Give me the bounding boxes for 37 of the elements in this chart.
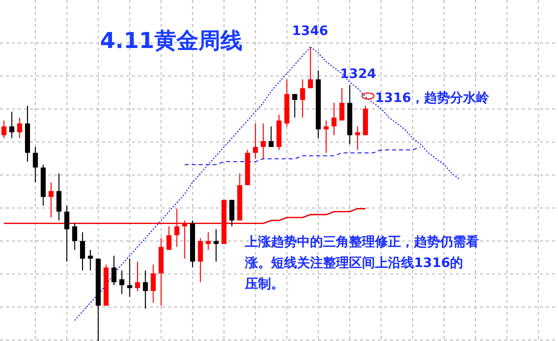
chart-title: 4.11黄金周线	[100, 29, 242, 54]
candlestick	[206, 232, 211, 250]
candlestick	[182, 220, 188, 260]
candlestick	[64, 205, 70, 262]
candlestick	[229, 199, 234, 227]
annotation: 1316，趋势分水岭	[375, 90, 490, 106]
candlestick	[339, 88, 344, 121]
candlestick	[9, 111, 14, 139]
candlestick	[308, 46, 313, 89]
candlestick	[214, 228, 219, 262]
candlestick	[252, 122, 258, 160]
candlestick	[135, 261, 140, 292]
candlestick	[127, 258, 132, 298]
candlestick	[56, 172, 62, 221]
annotation: 1324	[340, 67, 376, 82]
candlestick	[48, 182, 54, 218]
text: 1346	[292, 24, 328, 39]
candlestick	[332, 102, 337, 136]
candlestick	[119, 270, 124, 294]
candlestick	[1, 120, 6, 139]
candlestick	[324, 120, 329, 154]
candlestick	[72, 222, 78, 250]
candlestick	[260, 122, 266, 160]
candlestick	[88, 249, 93, 271]
candlestick	[111, 255, 116, 286]
candlestick	[198, 238, 203, 283]
annotation: 上涨趋势中的三角整理修正，趋势仍需看涨。短线关注整理区间上沿线1316的压制。	[244, 234, 479, 292]
candlestick	[268, 126, 274, 148]
candlestick	[80, 232, 86, 271]
candlestick	[17, 117, 22, 139]
candlestick	[292, 94, 298, 118]
candlestick	[300, 78, 306, 118]
candlestick	[166, 226, 172, 250]
candlestick	[32, 146, 38, 183]
candlestick	[174, 208, 180, 248]
candlestick	[142, 270, 148, 310]
candlestick	[150, 264, 156, 304]
